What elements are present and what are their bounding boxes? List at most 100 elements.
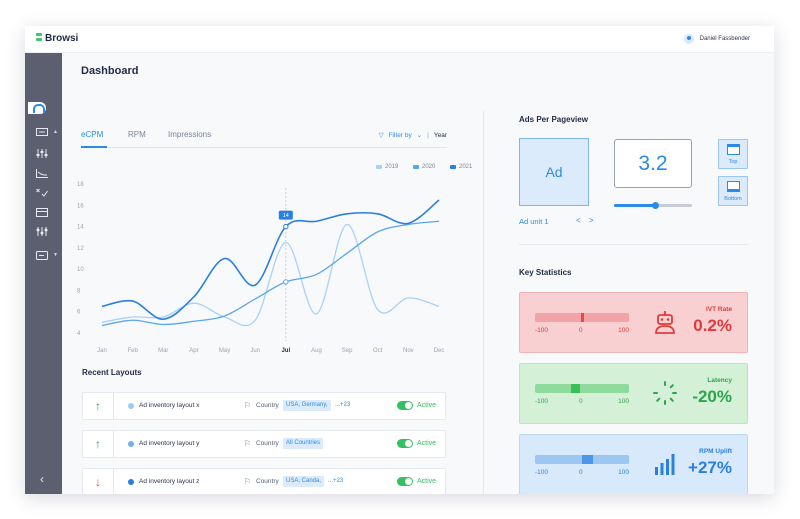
layouts-icon <box>36 128 48 136</box>
x-tick-label: Jun <box>250 348 260 354</box>
sidebar-item-layouts[interactable] <box>33 126 51 138</box>
brand-name: Browsi <box>45 33 79 44</box>
status-label: Active <box>417 440 437 447</box>
legend-label-2020: 2020 <box>422 164 436 170</box>
layout-row[interactable]: ↑ Ad inventory layout y ⚐ Country All Co… <box>82 430 446 458</box>
layout-name: Ad inventory layout x <box>139 402 200 409</box>
slider-handle[interactable] <box>651 202 659 209</box>
tab-rpm[interactable]: RPM <box>128 130 146 148</box>
x-tick-label: Aug <box>311 348 322 354</box>
y-tick-label: 18 <box>77 182 84 188</box>
collapse-sidebar-button[interactable]: ‹ <box>33 472 51 486</box>
billing-caret-icon[interactable]: ▼ <box>53 252 58 258</box>
layout-top-icon <box>727 144 740 155</box>
active-toggle[interactable] <box>397 477 413 486</box>
trend-up-icon: ↑ <box>83 431 114 457</box>
stat-label: Latency <box>707 377 732 384</box>
sidebar-item-tuning[interactable] <box>33 225 51 237</box>
ads-per-pageview-value[interactable]: 3.2 <box>614 139 692 188</box>
metric-tabs: eCPM RPM Impressions ▽ Filter by ⌄ | Yea… <box>81 130 447 148</box>
brand-logo-icon <box>36 33 42 44</box>
range-marker <box>580 313 584 322</box>
legend-swatch-2021 <box>450 165 456 169</box>
stat-card-rpm-uplift[interactable]: -100 0 100 RPM Uplift +27% <box>519 434 748 494</box>
panel-divider <box>483 111 484 494</box>
country-chip[interactable]: USA, Canda, <box>283 476 325 487</box>
range-mid-label: 0 <box>579 327 583 334</box>
y-tick-label: 14 <box>77 225 84 231</box>
sidebar-item-billing[interactable] <box>33 249 51 261</box>
range-marker <box>582 455 594 464</box>
range-mid-label: 0 <box>579 469 583 476</box>
sidebar-item-placements[interactable] <box>33 206 51 218</box>
country-label: Country <box>256 402 279 409</box>
main-content: Dashboard eCPM RPM Impressions ▽ Filter … <box>62 53 774 494</box>
tuning-icon <box>36 226 48 236</box>
recent-layouts-title: Recent Layouts <box>82 368 142 377</box>
flag-icon: ⚐ <box>244 439 252 448</box>
sliders-icon <box>36 148 48 158</box>
range-min-label: -100 <box>535 469 549 476</box>
user-menu[interactable]: Daniel Fassbender <box>683 34 750 44</box>
billing-icon <box>36 250 48 260</box>
tab-rpm-label: RPM <box>128 130 146 139</box>
tooltip-value: 14 <box>283 213 289 219</box>
ad-unit-nav-arrows[interactable]: < > <box>576 216 597 225</box>
chevron-down-icon[interactable]: ⌄ <box>416 132 423 139</box>
layout-dot <box>128 441 134 447</box>
position-top-label: Top <box>728 159 738 165</box>
spinner-icon <box>653 381 677 405</box>
period-selector[interactable]: Year <box>433 131 447 139</box>
tab-impressions[interactable]: Impressions <box>168 130 211 148</box>
hover-point-2020 <box>283 279 289 285</box>
legend-swatch-2020 <box>413 165 419 169</box>
layout-name: Ad inventory layout y <box>139 440 200 447</box>
sidebar-item-controls[interactable] <box>33 147 51 159</box>
stat-value: 0.2% <box>693 316 732 335</box>
bar-chart-icon <box>655 454 675 475</box>
user-name: Daniel Fassbender <box>699 36 750 42</box>
sidebar-item-dashboard[interactable] <box>28 102 46 114</box>
position-top-button[interactable]: Top <box>718 139 748 169</box>
filter-by-button[interactable]: Filter by <box>388 131 412 139</box>
y-tick-label: 12 <box>77 246 84 252</box>
x-tick-label: May <box>219 348 230 354</box>
ads-per-pageview-title: Ads Per Pageview <box>519 115 588 124</box>
tab-ecpm[interactable]: eCPM <box>81 130 107 148</box>
sidebar: ▲ ▼ ‹ <box>25 53 62 494</box>
flag-icon: ⚐ <box>244 477 252 486</box>
country-chip[interactable]: All Countries <box>283 438 324 449</box>
stat-card-ivt-rate[interactable]: -100 0 100 IVT Rate 0.2% <box>519 292 748 353</box>
range-bar <box>535 455 629 464</box>
layout-row[interactable]: ↓ Ad inventory layout z ⚐ Country USA, C… <box>82 468 446 494</box>
ecpm-line-chart[interactable]: 4 6 8 10 12 14 16 18 Jan Feb Mar Apr May Jun Jul Aug Sep… <box>77 170 447 354</box>
x-tick-label: Jul <box>281 348 290 354</box>
more-countries-link[interactable]: ...+23 <box>335 402 351 408</box>
sidebar-item-analytics[interactable] <box>33 167 51 179</box>
country-chip[interactable]: USA, Germany, <box>283 400 331 411</box>
position-bottom-button[interactable]: Bottom <box>718 176 748 206</box>
x-tick-label: Sep <box>342 348 353 354</box>
x-tick-label: Nov <box>403 348 414 354</box>
ads-per-pageview-slider[interactable] <box>614 202 692 209</box>
brand-logo[interactable]: Browsi <box>36 33 78 44</box>
area-chart-icon <box>36 168 48 178</box>
active-toggle[interactable] <box>397 439 413 448</box>
series-line-2020 <box>101 220 440 327</box>
hover-point-2021 <box>283 223 289 230</box>
stat-card-latency[interactable]: -100 0 100 Latency -20% <box>519 363 748 424</box>
layouts-caret-icon[interactable]: ▲ <box>53 129 58 135</box>
layout-row[interactable]: ↑ Ad inventory layout x ⚐ Country USA, G… <box>82 392 446 420</box>
ad-unit-preview[interactable]: Ad <box>519 138 589 206</box>
active-toggle[interactable] <box>397 401 413 410</box>
more-countries-link[interactable]: ...+23 <box>328 478 344 484</box>
stat-label: IVT Rate <box>705 306 732 313</box>
stat-label: RPM Uplift <box>699 448 732 455</box>
y-tick-label: 16 <box>77 203 84 209</box>
y-tick-label: 4 <box>77 331 81 337</box>
legend-item-2020: 2020 <box>413 164 435 170</box>
range-max-label: 100 <box>618 469 629 476</box>
sidebar-item-compare[interactable] <box>33 186 51 198</box>
y-tick-label: 8 <box>77 288 81 294</box>
stat-value: +27% <box>688 458 732 477</box>
